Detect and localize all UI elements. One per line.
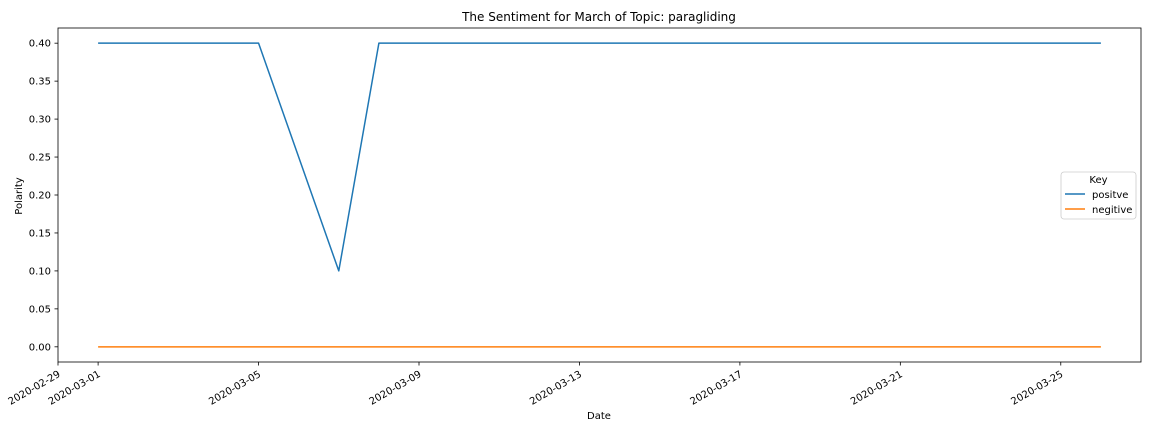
x-tick-label: 2020-03-25 [1009,369,1065,408]
x-tick-label: 2020-03-13 [528,369,584,408]
y-tick-label: 0.00 [29,342,51,353]
legend-label-negitive: negitive [1092,205,1132,216]
y-axis-title: Polarity [14,177,25,215]
y-tick-label: 0.15 [29,228,51,239]
y-tick-label: 0.05 [29,304,51,315]
x-axis-title: Date [587,411,611,422]
legend-box [1060,171,1137,220]
series-line-positve [98,42,1101,272]
plot-layer [98,42,1101,348]
y-tick-label: 0.10 [29,266,51,277]
x-tick-label: 2020-03-09 [368,369,424,408]
legend-label-positve: positve [1092,190,1128,201]
legend: Key positve negitive [1060,171,1137,220]
x-tick-label: 2020-03-21 [849,369,905,408]
y-tick-label: 0.40 [29,39,51,50]
chart-title: The Sentiment for March of Topic: paragl… [461,10,736,24]
x-tick-label: 2020-03-05 [207,369,263,408]
legend-title: Key [1089,175,1107,186]
y-tick-label: 0.25 [29,153,51,164]
y-axis-ticks: 0.00 0.05 0.10 0.15 0.20 0.25 0.30 0.35 0.40 [29,39,58,353]
plot-area-frame [57,27,1142,363]
y-tick-label: 0.30 [29,115,51,126]
x-tick-label: 2020-03-17 [689,369,745,408]
y-tick-label: 0.20 [29,191,51,202]
y-tick-label: 0.35 [29,77,51,88]
